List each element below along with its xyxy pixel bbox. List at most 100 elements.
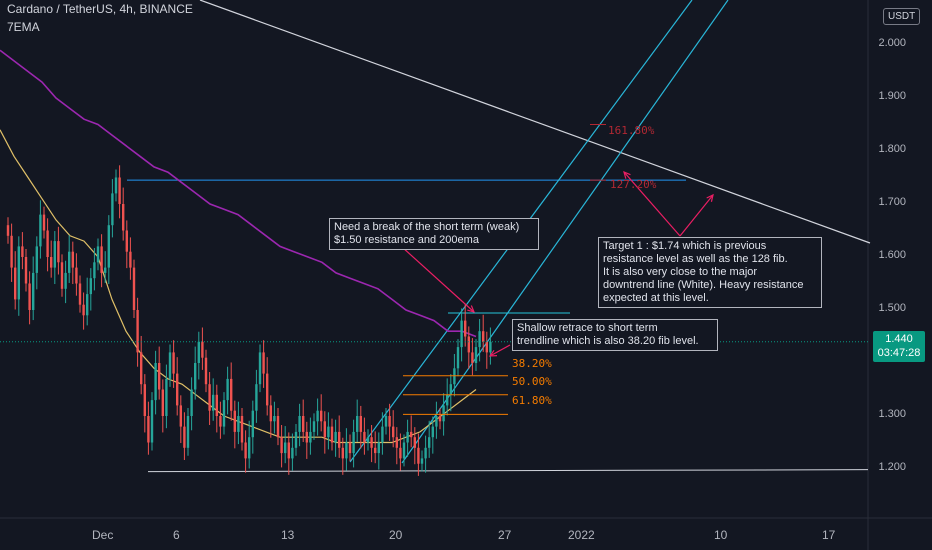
candle-body: [100, 246, 103, 273]
current-price: 1.440: [885, 333, 913, 345]
arrow-break: [401, 246, 475, 313]
candle-body: [132, 267, 136, 310]
candle-body: [147, 416, 150, 443]
candle-body: [460, 320, 463, 348]
candle-body: [168, 352, 172, 379]
candle-body: [204, 357, 208, 385]
candle-body: [96, 246, 100, 263]
candle-body: [348, 442, 352, 454]
candle-body: [140, 352, 143, 385]
candle-body: [273, 416, 276, 422]
candle-body: [352, 431, 355, 454]
candle-body: [291, 447, 294, 459]
candle-body: [68, 251, 71, 273]
candle-body: [183, 426, 186, 448]
candle-body: [17, 246, 20, 300]
candle-body: [208, 384, 211, 411]
candle-body: [14, 267, 17, 300]
candle-body: [186, 416, 190, 448]
arrow-target-right-head: [706, 193, 714, 202]
candle-body: [161, 389, 164, 416]
candle-body: [64, 272, 67, 289]
candle-body: [172, 352, 175, 374]
annotation-break: Need a break of the short term (weak) $1…: [329, 218, 539, 250]
candle-body: [442, 405, 445, 422]
candle-body: [39, 214, 42, 247]
candle-body: [233, 410, 236, 432]
candle-body: [316, 410, 319, 422]
candle-body: [287, 442, 290, 459]
candle-body: [478, 331, 481, 348]
candle-body: [154, 363, 157, 401]
candle-body: [366, 437, 370, 443]
candle-body: [341, 447, 344, 459]
candle-body: [82, 304, 85, 316]
candle-body: [456, 347, 460, 369]
candle-body: [370, 437, 373, 448]
candle-body: [158, 363, 161, 390]
candle-body: [111, 193, 114, 226]
downtrend-line: [199, 0, 871, 244]
candle-body: [143, 384, 146, 416]
candle-body: [222, 400, 226, 427]
arrow-break-head: [467, 305, 476, 313]
candle-body: [201, 341, 204, 358]
candle-body: [179, 405, 182, 427]
candle-body: [323, 421, 326, 438]
candle-body: [374, 447, 377, 454]
candle-body: [356, 416, 359, 432]
candle-body: [46, 230, 49, 257]
candle-body: [471, 352, 474, 363]
y-tick-label: 1.300: [878, 408, 906, 420]
candle-body: [86, 294, 89, 316]
candle-body: [435, 416, 438, 427]
candle-body: [35, 246, 38, 273]
candle-body: [381, 426, 384, 443]
candle-body: [309, 431, 312, 443]
candle-body: [107, 225, 110, 268]
candle-body: [489, 341, 492, 353]
candle-body: [305, 431, 308, 443]
candle-body: [266, 373, 269, 406]
candle-body: [406, 431, 409, 443]
x-tick-label: 20: [389, 528, 403, 542]
indicator-label[interactable]: 7EMA: [7, 20, 40, 34]
channel-lower-line: [401, 0, 729, 464]
candle-body: [453, 368, 456, 385]
candle-body: [215, 394, 218, 416]
fib-label-161: 161.80%: [608, 124, 655, 137]
candle-body: [474, 347, 478, 363]
x-tick-label: 2022: [568, 528, 595, 542]
candle-body: [284, 442, 287, 454]
candle-body: [150, 400, 154, 443]
support-line: [147, 469, 869, 473]
candle-body: [194, 363, 197, 390]
y-tick-label: 1.200: [878, 461, 906, 473]
candle-body: [399, 447, 402, 459]
y-tick-label: 1.900: [878, 90, 906, 102]
arrow-retrace: [489, 344, 511, 357]
candle-body: [330, 426, 334, 443]
candle-body: [251, 410, 254, 438]
candle-body: [482, 331, 485, 342]
candle-body: [212, 394, 215, 411]
y-tick-label: 1.700: [878, 196, 906, 208]
candle-body: [219, 416, 222, 427]
candle-body: [176, 373, 179, 406]
candle-body: [248, 437, 251, 459]
candle-body: [384, 416, 388, 427]
candle-body: [280, 437, 283, 454]
candle-body: [359, 416, 362, 432]
candle-body: [190, 389, 193, 416]
fib-label-127: 127.20%: [610, 178, 657, 191]
current-price-badge: 1.440 03:47:28: [873, 331, 925, 362]
candle-body: [320, 410, 323, 422]
candle-body: [75, 267, 78, 284]
y-tick-label: 1.800: [878, 143, 906, 155]
candle-body: [165, 378, 168, 416]
candle-body: [71, 251, 74, 268]
candle-body: [294, 431, 298, 448]
currency-button[interactable]: USDT: [883, 8, 921, 25]
candle-body: [467, 336, 470, 353]
